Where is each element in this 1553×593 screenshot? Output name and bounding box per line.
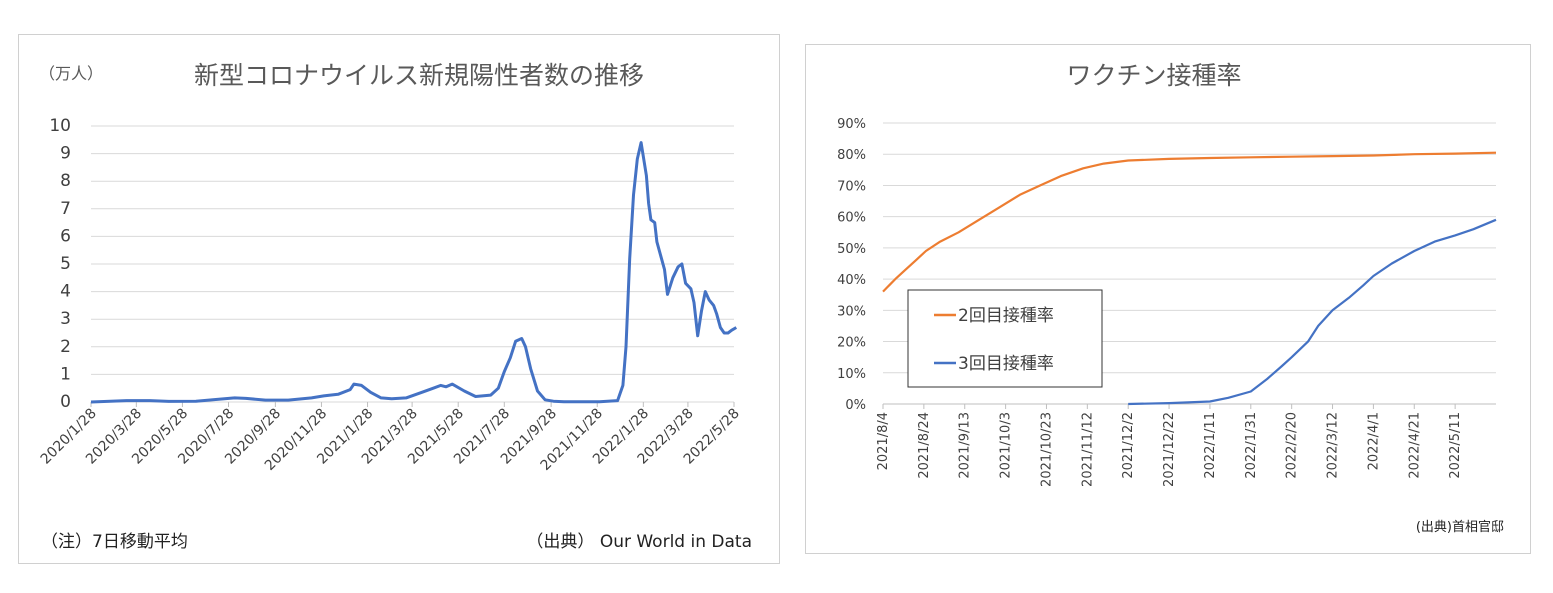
source-label: （出典） Our World in Data — [526, 532, 752, 552]
new-cases-chart-panel: 0 1 2 3 4 5 6 7 8 9 10 2020/1/28 2020/3/28 2020/5/28… — [18, 34, 780, 564]
legend-box — [907, 289, 1103, 388]
y-tick-label: 60% — [837, 211, 866, 226]
x-tick-label: 2021/10/23 — [1039, 412, 1054, 487]
y-tick-label: 10 — [49, 116, 71, 136]
y-axis-ticks: 0 1 2 3 4 5 6 7 8 9 10 — [49, 116, 71, 412]
y-tick-label: 70% — [837, 179, 866, 194]
series-line-1 — [882, 151, 1497, 293]
y-tick-label: 3 — [60, 309, 71, 329]
note-label: （注）7日移動平均 — [41, 532, 188, 552]
legend-label-series-2: 3回目接種率 — [958, 354, 1054, 374]
grid — [883, 122, 1496, 405]
series-line-1 — [90, 141, 738, 404]
x-tick-label: 2021/8/24 — [917, 412, 932, 479]
x-tick-label: 2021/10/3 — [999, 412, 1014, 479]
vaccination-chart-panel: 0% 10% 20% 30% 40% 50% 60% 70% 80% 90% 2021/8/4 20… — [805, 44, 1531, 554]
chart-title: 新型コロナウイルス新規陽性者数の推移 — [194, 61, 644, 90]
y-tick-label: 40% — [837, 273, 866, 288]
grid — [91, 125, 734, 403]
x-axis-ticks: 2021/8/4 2021/8/24 2021/9/13 2021/10/3 2021/… — [876, 404, 1463, 487]
legend: 2回目接種率 3回目接種率 — [907, 289, 1103, 388]
y-tick-label: 4 — [60, 282, 71, 302]
new-cases-chart: 0 1 2 3 4 5 6 7 8 9 10 2020/1/282020/3/282020/5/28… — [38, 61, 752, 552]
source-label: (出典)首相官邸 — [1416, 519, 1504, 535]
x-tick-label: 2021/12/22 — [1162, 412, 1177, 487]
y-tick-label: 1 — [60, 364, 71, 384]
x-tick-label: 2022/1/31 — [1244, 412, 1259, 479]
y-tick-label: 2 — [60, 337, 71, 357]
x-axis-ticks: 2020/1/282020/3/282020/5/282020/7/282020… — [38, 402, 743, 474]
y-tick-label: 0 — [60, 392, 71, 412]
y-tick-label: 9 — [60, 144, 71, 164]
y-tick-label: 80% — [837, 148, 866, 163]
y-unit-label: （万人） — [39, 64, 103, 83]
x-tick-label: 2021/12/2 — [1121, 412, 1136, 479]
y-tick-label: 50% — [837, 242, 866, 257]
x-tick-label: 2022/3/12 — [1326, 412, 1341, 479]
x-tick-label: 2022/2/20 — [1285, 412, 1300, 479]
y-tick-label: 90% — [837, 117, 866, 132]
y-tick-label: 8 — [60, 171, 71, 191]
y-tick-label: 30% — [837, 304, 866, 319]
x-tick-label: 2022/1/11 — [1203, 412, 1218, 479]
x-tick-label: 2022/5/11 — [1448, 412, 1463, 479]
y-tick-label: 20% — [837, 336, 866, 351]
x-tick-label: 2022/4/21 — [1407, 412, 1422, 479]
x-tick-label: 2021/9/13 — [958, 412, 973, 479]
y-tick-label: 7 — [60, 199, 71, 219]
vaccination-chart: 0%10%20%30%40%50%60%70%80%90% 2021/8/4 20… — [837, 61, 1504, 535]
legend-label-series-1: 2回目接種率 — [958, 306, 1054, 326]
y-axis-ticks: 0% 10% 20% 30% 40% 50% 60% 70% 80% 90% — [837, 117, 866, 413]
x-tick-label: 2021/11/12 — [1080, 412, 1095, 487]
series-layer — [882, 151, 1497, 406]
x-tick-label: 2022/4/1 — [1366, 412, 1381, 470]
y-tick-label: 10% — [837, 367, 866, 382]
y-tick-label: 0% — [845, 398, 866, 413]
chart-title: ワクチン接種率 — [1066, 61, 1241, 90]
series-line-2 — [1128, 218, 1497, 406]
y-tick-label: 5 — [60, 254, 71, 274]
series-layer — [90, 141, 738, 404]
x-tick-label: 2021/8/4 — [876, 412, 891, 470]
y-tick-label: 6 — [60, 226, 71, 246]
